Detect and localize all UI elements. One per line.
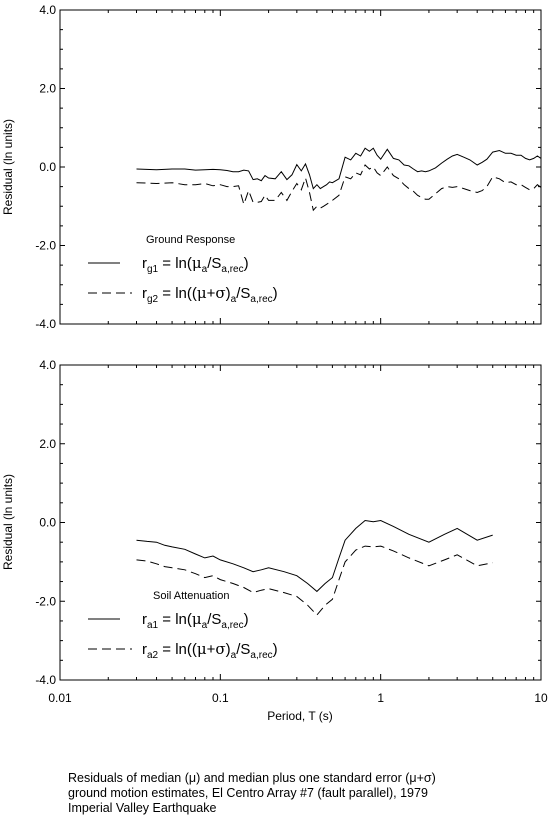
y-tick-label: 2.0	[39, 82, 56, 96]
top-series-group	[136, 147, 542, 212]
top-legend-title: Ground Response	[146, 234, 235, 246]
y-tick-label: 2.0	[39, 437, 56, 451]
caption-line-2: ground motion estimates, El Centro Array…	[68, 786, 428, 800]
bottom-legend-entry-2: ra2 = ln((μ+σ)a/Sa,rec)	[142, 640, 278, 661]
caption-line-1: Residuals of median (μ) and median plus …	[68, 771, 436, 785]
bottom-series-dashed	[136, 545, 493, 616]
top-y-axis-label: Residual (ln units)	[1, 119, 15, 215]
top-series-dashed	[136, 164, 542, 212]
y-tick-label: -2.0	[35, 239, 56, 253]
top-y-ticks: -4.0 -2.0 0.0 2.0 4.0	[35, 3, 541, 331]
y-tick-label: 0.0	[39, 160, 56, 174]
y-tick-label: -4.0	[35, 317, 56, 331]
y-tick-label: 4.0	[39, 358, 56, 372]
bottom-legend-title: Soil Attenuation	[153, 590, 229, 602]
bottom-series-group	[136, 519, 493, 616]
caption-line-3: Imperial Valley Earthquake	[68, 801, 217, 815]
bottom-y-axis-label: Residual (ln units)	[1, 474, 15, 570]
soil-attenuation-panel: -4.0 -2.0 0.0 2.0 4.0 0.01 0.1 1 10 Residual (l…	[1, 358, 548, 723]
y-tick-label: -4.0	[35, 673, 56, 687]
top-plot-frame	[59, 9, 542, 325]
top-legend-entry-2: rg2 = ln((μ+σ)a/Sa,rec)	[142, 284, 278, 305]
x-tick-label: 0.1	[212, 691, 229, 705]
bottom-legend: Soil Attenuation ra1 = ln(μa/Sa,rec) ra2…	[88, 590, 278, 661]
bottom-y-ticks: -4.0 -2.0 0.0 2.0 4.0	[35, 358, 541, 687]
top-x-ticks	[59, 10, 542, 324]
residual-figure: -4.0 -2.0 0.0 2.0 4.0 Residual (ln units) Gr…	[1, 3, 548, 723]
y-tick-label: -2.0	[35, 594, 56, 608]
top-legend: Ground Response rg1 = ln(μa/Sa,rec) rg2 …	[88, 234, 278, 305]
y-tick-label: 4.0	[39, 3, 56, 17]
x-axis-label: Period, T (s)	[267, 709, 333, 723]
bottom-x-ticks: 0.01 0.1 1 10	[48, 365, 548, 705]
figure-caption: Residuals of median (μ) and median plus …	[68, 771, 538, 816]
bottom-legend-entry-1: ra1 = ln(μa/Sa,rec)	[142, 610, 249, 631]
top-legend-entry-1: rg1 = ln(μa/Sa,rec)	[142, 254, 249, 275]
y-tick-label: 0.0	[39, 516, 56, 530]
bottom-plot-frame	[59, 364, 542, 681]
ground-response-panel: -4.0 -2.0 0.0 2.0 4.0 Residual (ln units) Gr…	[1, 3, 542, 331]
x-tick-label: 10	[534, 691, 548, 705]
bottom-series-solid	[136, 519, 493, 593]
x-tick-label: 1	[377, 691, 384, 705]
x-tick-label: 0.01	[48, 691, 72, 705]
top-series-solid	[136, 147, 542, 190]
